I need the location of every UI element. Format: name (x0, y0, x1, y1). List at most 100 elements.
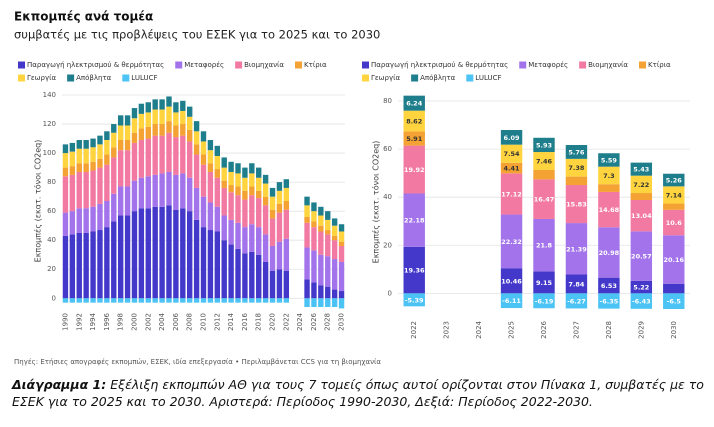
bar-segment (214, 231, 220, 299)
bar-segment (598, 153, 620, 167)
bar-segment (152, 174, 158, 207)
bar-segment (207, 230, 214, 299)
bar-segment (283, 209, 290, 239)
bar-segment (221, 240, 227, 299)
bar-segment (124, 115, 131, 126)
bar-segment (235, 195, 241, 223)
data-label: 5.22 (633, 284, 649, 292)
bar-segment (565, 293, 588, 309)
bar-segment (256, 167, 262, 178)
bar-segment (598, 184, 620, 192)
bar-segment (62, 176, 69, 213)
bar-segment (311, 282, 317, 299)
bar-segment (83, 232, 89, 299)
bar-segment (403, 131, 425, 146)
bar-segment (104, 201, 110, 228)
bar-segment (97, 203, 103, 231)
bar-segment (598, 191, 620, 228)
legend-swatch (235, 61, 243, 69)
bar-segment (193, 144, 200, 155)
bar-segment (403, 293, 425, 307)
bar-segment (138, 128, 145, 141)
title: Εκπομπές ανά τομέα (14, 10, 153, 24)
bar-segment (159, 206, 165, 299)
bar-segment (90, 161, 96, 171)
bar-segment (221, 298, 227, 303)
bar-segment (325, 298, 331, 307)
legend-label: Βιομηχανία (244, 61, 284, 69)
data-label: 20.16 (663, 256, 684, 264)
bar-segment (83, 163, 89, 172)
legend-label: Παραγωγή ηλεκτρισμού & θερμότητας (371, 61, 508, 69)
bar-segment (598, 227, 620, 278)
legend-swatch (18, 74, 25, 82)
x-tick-label: 2028 (605, 321, 613, 339)
bar-segment (180, 173, 186, 209)
bar-segment (193, 154, 200, 188)
bar-segment (69, 298, 76, 303)
data-label: -6.27 (567, 297, 586, 305)
bar-segment (630, 162, 653, 176)
bar-segment (117, 140, 124, 151)
y-tick-label: 40 (47, 236, 56, 244)
bar-segment (331, 218, 338, 226)
bar-segment (90, 170, 96, 207)
bar-segment (242, 227, 248, 254)
x-tick-label: 2002 (144, 313, 152, 331)
bar-segment (262, 174, 269, 184)
bar-segment (173, 209, 179, 299)
data-label: 6.53 (601, 282, 617, 290)
bar-segment (269, 298, 276, 303)
bar-segment (630, 231, 653, 281)
bar-segment (276, 212, 283, 242)
bar-segment (166, 171, 172, 206)
bar-segment (207, 202, 214, 231)
bar-segment (533, 152, 555, 170)
bar-segment (131, 142, 138, 181)
bar-segment (145, 176, 151, 209)
data-label: 5.76 (568, 148, 585, 156)
bar-segment (200, 131, 207, 142)
x-tick-label: 1994 (89, 312, 97, 330)
bar-segment (500, 144, 523, 163)
bar-segment (533, 137, 555, 153)
data-label: 22.32 (501, 238, 522, 246)
bar-segment (565, 223, 588, 275)
bar-segment (90, 147, 96, 162)
y-axis-title: Εκπομπές (εκατ. τόνοι CO2eq) (371, 141, 381, 264)
x-tick-label: 2018 (255, 313, 263, 331)
y-tick-label: 20 (383, 241, 392, 249)
x-tick-label: 2016 (241, 312, 249, 330)
bar-segment (193, 219, 200, 299)
bar-segment (83, 171, 89, 209)
data-label: 19.36 (404, 267, 425, 275)
legend-label: Απόβλητα (76, 74, 112, 82)
bar-segment (166, 121, 172, 133)
bar-segment (111, 298, 117, 303)
bar-segment (235, 173, 241, 187)
x-tick-label: 2022 (282, 313, 290, 331)
bar-segment (200, 196, 207, 228)
bar-segment (269, 246, 276, 271)
bar-segment (235, 186, 241, 196)
bar-segment (242, 298, 248, 303)
bar-segment (187, 141, 193, 178)
bar-segment (69, 151, 76, 167)
legend-swatch (122, 74, 130, 82)
bar-segment (276, 298, 283, 303)
legend-label: Παραγωγή ηλεκτρισμού & θερμότητας (27, 61, 164, 69)
bar-segment (76, 232, 82, 299)
data-label: 7.22 (633, 181, 649, 189)
bar-segment (111, 147, 117, 158)
bar-segment (187, 116, 193, 130)
legend-swatch (362, 74, 369, 82)
bar-segment (193, 131, 200, 145)
bar-segment (318, 298, 324, 307)
bar-segment (145, 298, 151, 303)
bar-segment (304, 279, 310, 299)
bar-segment (138, 208, 145, 299)
bar-segment (173, 112, 179, 126)
bar-segment (180, 100, 186, 111)
bar-segment (304, 196, 310, 206)
bar-segment (663, 173, 685, 187)
